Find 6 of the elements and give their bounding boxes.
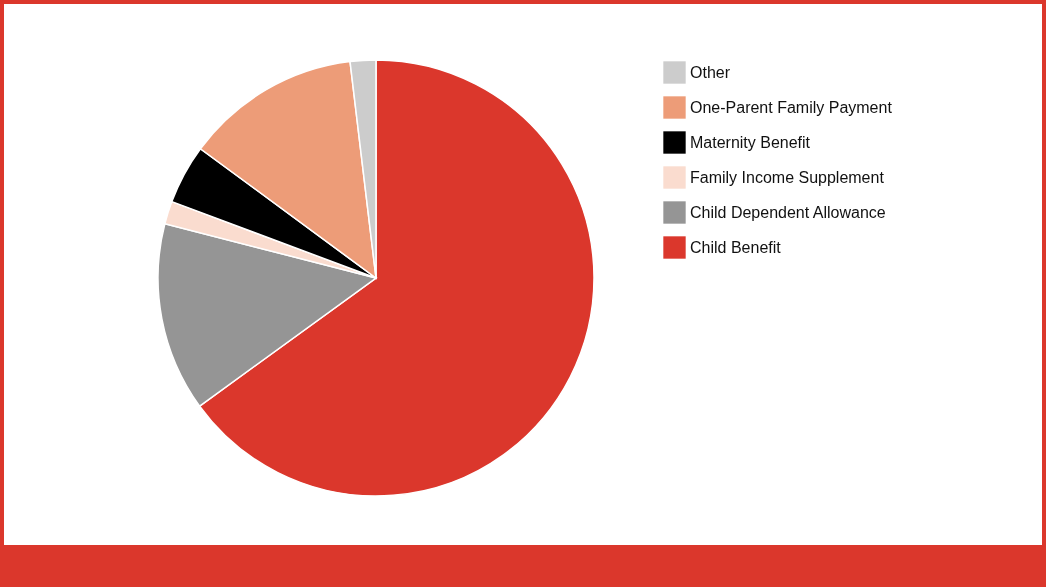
legend-label: Child Benefit — [690, 238, 782, 256]
legend-label: Child Dependent Allowance — [690, 203, 886, 221]
legend-label: Maternity Benefit — [690, 133, 811, 151]
legend-label: One-Parent Family Payment — [690, 98, 893, 116]
legend-label: Other — [690, 63, 731, 81]
legend-label: Family Income Supplement — [690, 168, 885, 186]
